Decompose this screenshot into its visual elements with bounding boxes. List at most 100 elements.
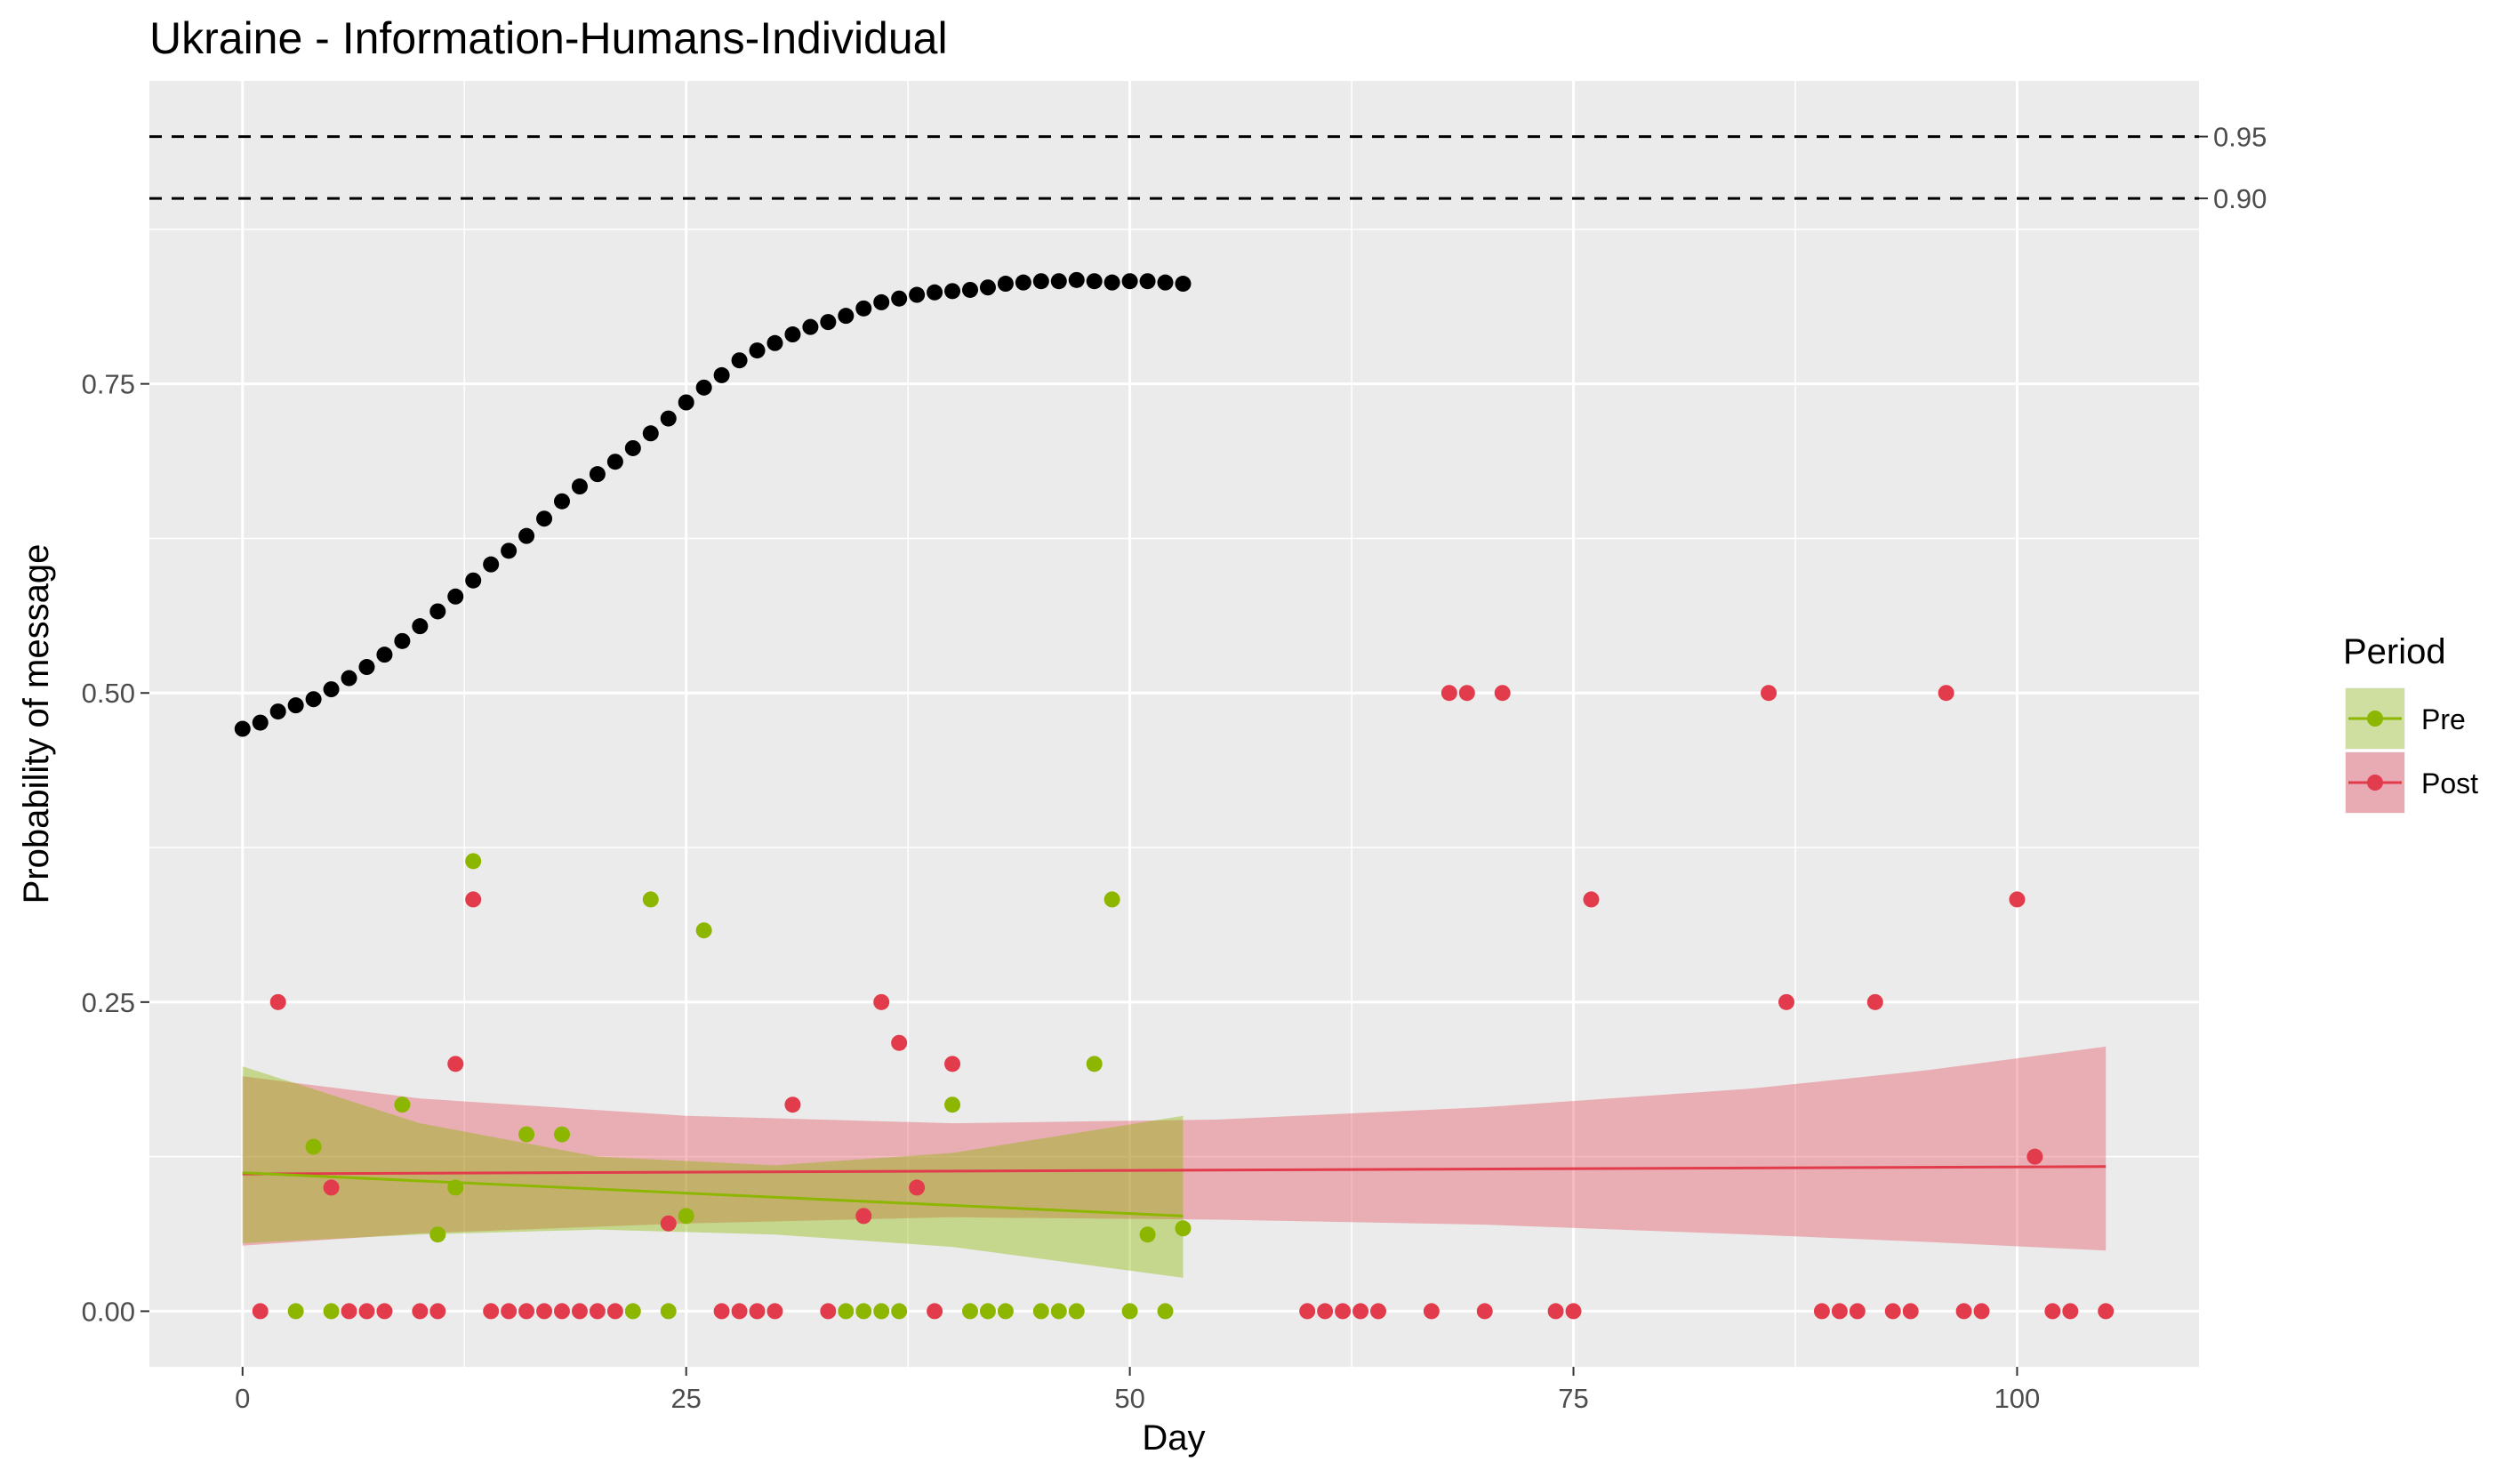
point-pre <box>1032 1303 1049 1320</box>
point-post <box>784 1096 801 1113</box>
cumulative-point <box>891 290 908 307</box>
point-post <box>1884 1303 1901 1320</box>
point-pre <box>624 1303 641 1320</box>
point-post <box>873 993 890 1010</box>
legend: Period Pre Post <box>2343 632 2478 814</box>
cumulative-point <box>642 425 659 442</box>
point-post <box>2009 891 2026 908</box>
point-post <box>483 1303 500 1320</box>
point-post <box>1813 1303 1830 1320</box>
cumulative-point <box>412 618 429 635</box>
point-post <box>1938 685 1954 702</box>
y-tick-label: 0.75 <box>82 369 135 400</box>
point-post <box>855 1208 872 1225</box>
grid-minor <box>149 81 2199 1367</box>
y-axis-title: Probability of message <box>17 544 56 904</box>
cumulative-point <box>749 342 766 359</box>
point-pre <box>1086 1056 1103 1072</box>
cumulative-point <box>269 703 286 720</box>
cumulative-point <box>553 493 570 510</box>
cumulative-point <box>855 300 872 317</box>
cumulative-points <box>234 271 1192 737</box>
cumulative-point <box>287 697 304 714</box>
cumulative-point <box>447 588 464 605</box>
point-post <box>1761 685 1778 702</box>
y-tick-label: 0.00 <box>82 1296 135 1327</box>
point-post <box>909 1179 926 1196</box>
point-pre <box>323 1303 340 1320</box>
y-tick-label: 0.25 <box>82 987 135 1018</box>
cumulative-point <box>1104 274 1120 291</box>
cumulative-point <box>624 439 641 456</box>
cumulative-point <box>465 572 482 589</box>
point-post <box>501 1303 518 1320</box>
cumulative-point <box>305 691 322 708</box>
point-post <box>1583 891 1600 908</box>
x-axis: 0 25 50 75 100 <box>235 1367 2040 1414</box>
point-post <box>2026 1148 2043 1165</box>
reference-label: 0.95 <box>2213 122 2267 153</box>
cumulative-point <box>606 454 623 470</box>
point-pre <box>287 1303 304 1320</box>
point-post <box>731 1303 748 1320</box>
point-post <box>1441 685 1457 702</box>
cumulative-point <box>1086 273 1103 290</box>
x-axis-title: Day <box>1142 1418 1205 1458</box>
cumulative-point <box>766 334 783 351</box>
x-tick-label: 0 <box>235 1383 250 1414</box>
cumulative-point <box>961 281 978 298</box>
point-post <box>589 1303 606 1320</box>
cumulative-point <box>536 510 553 527</box>
trend-lines <box>242 1165 2107 1217</box>
point-pre <box>1104 891 1120 908</box>
chart-title: Ukraine - Information-Humans-Individual <box>149 13 948 63</box>
trend-pre <box>242 1171 1184 1217</box>
cumulative-point <box>802 318 819 335</box>
point-post <box>252 1303 269 1320</box>
cumulative-point <box>1175 276 1192 293</box>
cumulative-point <box>660 410 677 427</box>
cumulative-point <box>501 542 518 559</box>
point-post <box>1476 1303 1493 1320</box>
point-pre <box>1068 1303 1085 1320</box>
point-pre <box>447 1179 464 1196</box>
point-post <box>1299 1303 1316 1320</box>
point-pre <box>838 1303 855 1320</box>
point-post <box>323 1179 340 1196</box>
x-tick-label: 50 <box>1114 1383 1144 1414</box>
cumulative-point <box>713 366 730 383</box>
point-post <box>1565 1303 1582 1320</box>
cumulative-point <box>376 647 393 663</box>
x-tick-label: 100 <box>1994 1383 2041 1414</box>
point-pre <box>394 1096 411 1113</box>
legend-key-point <box>2367 775 2383 791</box>
cumulative-point <box>589 466 606 483</box>
point-post <box>1317 1303 1334 1320</box>
point-post <box>1352 1303 1369 1320</box>
point-pre <box>642 891 659 908</box>
y-axis: 0.00 0.25 0.50 0.75 <box>82 369 149 1327</box>
point-post <box>269 993 286 1010</box>
point-post <box>518 1303 535 1320</box>
point-post <box>2098 1303 2115 1320</box>
point-post <box>1370 1303 1387 1320</box>
point-pre <box>553 1126 570 1143</box>
cumulative-point <box>944 283 961 300</box>
cumulative-point <box>1032 273 1049 290</box>
point-post <box>553 1303 570 1320</box>
legend-title: Period <box>2343 632 2446 671</box>
point-post <box>1955 1303 1972 1320</box>
cumulative-point <box>784 326 801 343</box>
cumulative-point <box>731 352 748 369</box>
point-post <box>766 1303 783 1320</box>
point-post <box>1547 1303 1564 1320</box>
point-pre <box>855 1303 872 1320</box>
cumulative-point <box>695 379 712 396</box>
point-pre <box>891 1303 908 1320</box>
point-pre <box>465 853 482 870</box>
point-pre <box>1050 1303 1067 1320</box>
x-tick-label: 25 <box>670 1383 701 1414</box>
cumulative-point <box>1121 273 1138 290</box>
point-pre <box>979 1303 996 1320</box>
